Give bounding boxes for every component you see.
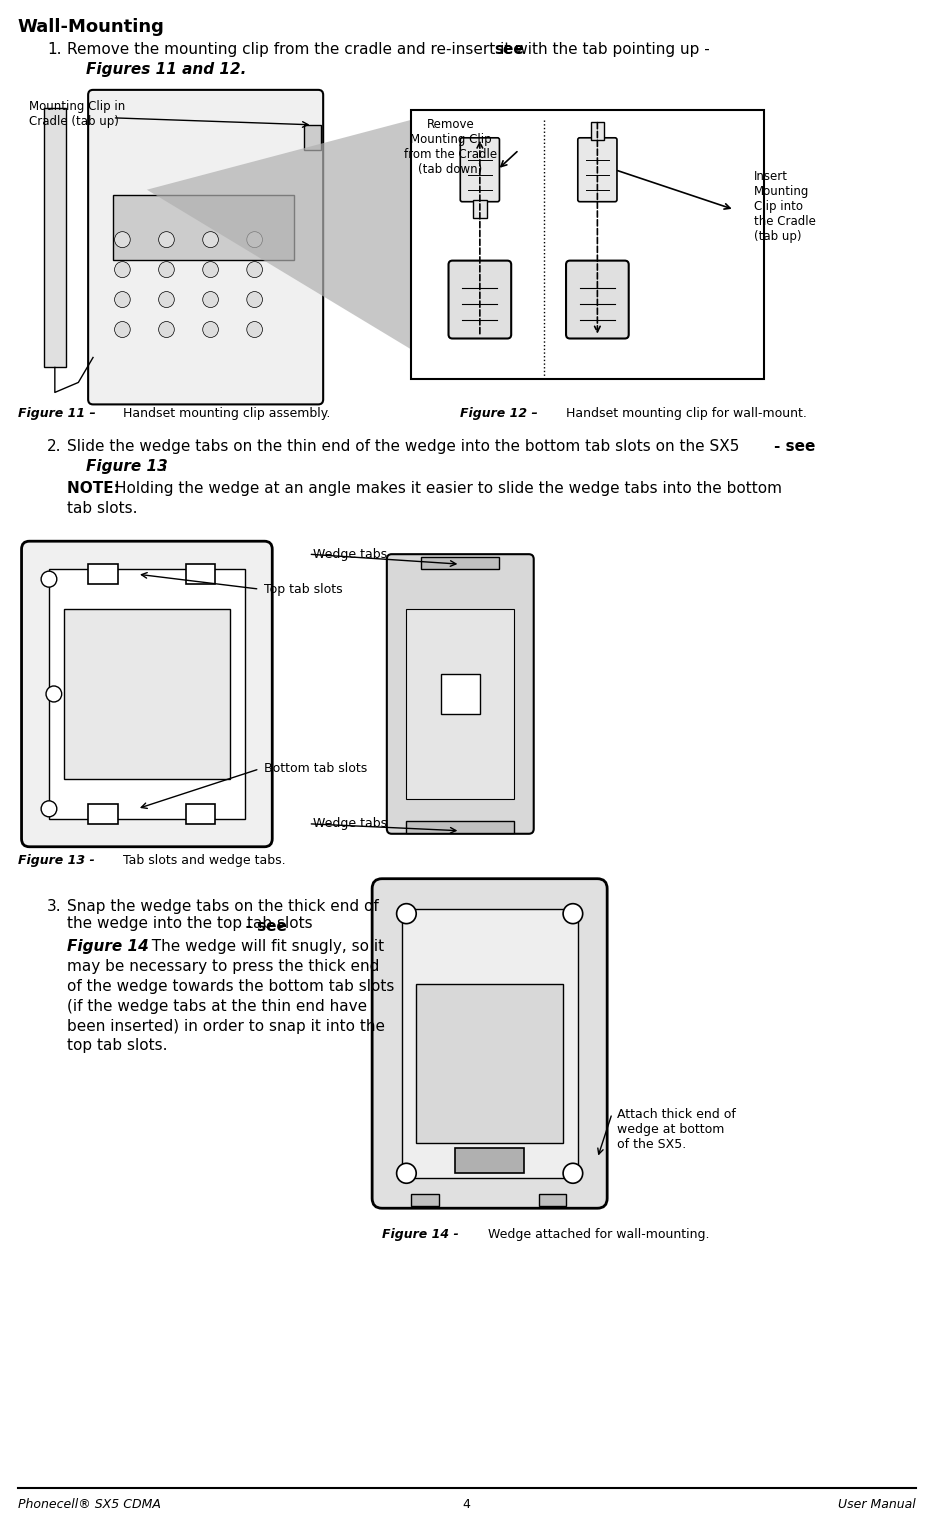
Text: 1.: 1. — [47, 42, 62, 58]
Text: 4: 4 — [462, 1497, 469, 1511]
Text: Figure 13: Figure 13 — [86, 459, 168, 474]
FancyBboxPatch shape — [460, 138, 499, 201]
Text: Mounting Clip in
Cradle (tab up): Mounting Clip in Cradle (tab up) — [30, 100, 126, 127]
Bar — [455, 1148, 524, 1173]
Circle shape — [203, 262, 218, 277]
Circle shape — [203, 321, 218, 338]
Bar — [401, 908, 577, 1178]
Bar — [411, 111, 764, 380]
Bar — [186, 804, 215, 824]
Text: Handset mounting clip for wall-mount.: Handset mounting clip for wall-mount. — [565, 407, 806, 421]
Text: . The wedge will fit snugly, so it: . The wedge will fit snugly, so it — [141, 939, 384, 954]
Text: Tab slots and wedge tabs.: Tab slots and wedge tabs. — [123, 854, 286, 866]
Bar — [17, 89, 380, 400]
Circle shape — [396, 904, 416, 924]
Bar — [64, 609, 229, 778]
Text: Wedge attached for wall-mounting.: Wedge attached for wall-mounting. — [487, 1228, 708, 1241]
Bar — [406, 821, 513, 833]
Circle shape — [158, 321, 174, 338]
Bar — [421, 557, 499, 569]
Text: Wedge tabs: Wedge tabs — [313, 818, 387, 830]
Text: - see: - see — [67, 919, 287, 934]
Circle shape — [247, 292, 262, 307]
Circle shape — [247, 262, 262, 277]
Circle shape — [46, 686, 62, 702]
Text: Slide the wedge tabs on the thin end of the wedge into the bottom tab slots on t: Slide the wedge tabs on the thin end of … — [67, 439, 744, 454]
Text: Figures 11 and 12.: Figures 11 and 12. — [86, 62, 247, 77]
Text: Insert
Mounting
Clip into
the Cradle
(tab up): Insert Mounting Clip into the Cradle (ta… — [753, 170, 815, 242]
FancyBboxPatch shape — [387, 554, 533, 834]
Text: Figure 14: Figure 14 — [67, 939, 149, 954]
Polygon shape — [147, 120, 411, 350]
Text: 3.: 3. — [47, 899, 62, 913]
Text: Snap the wedge tabs on the thick end of
the wedge into the top tab slots: Snap the wedge tabs on the thick end of … — [67, 899, 378, 931]
Bar — [112, 195, 293, 259]
Text: Figure 12 –: Figure 12 – — [460, 407, 542, 421]
Text: 2.: 2. — [47, 439, 62, 454]
Text: Figure 11 –: Figure 11 – — [17, 407, 100, 421]
Circle shape — [41, 571, 57, 587]
FancyBboxPatch shape — [88, 89, 323, 404]
Circle shape — [114, 262, 130, 277]
Circle shape — [563, 1163, 582, 1184]
Circle shape — [203, 232, 218, 248]
Text: Holding the wedge at an angle makes it easier to slide the wedge tabs into the b: Holding the wedge at an angle makes it e… — [115, 481, 782, 497]
Bar — [538, 1195, 565, 1207]
Circle shape — [158, 292, 174, 307]
FancyBboxPatch shape — [565, 260, 628, 339]
Text: been inserted) in order to snap it into the: been inserted) in order to snap it into … — [67, 1019, 385, 1034]
Text: Handset mounting clip assembly.: Handset mounting clip assembly. — [123, 407, 330, 421]
Text: - see: - see — [773, 439, 814, 454]
Text: tab slots.: tab slots. — [67, 501, 137, 516]
Circle shape — [563, 904, 582, 924]
Bar — [440, 674, 480, 715]
Circle shape — [41, 801, 57, 816]
Text: NOTE:: NOTE: — [67, 481, 125, 497]
Bar — [411, 1195, 438, 1207]
Bar — [88, 565, 117, 584]
Circle shape — [114, 292, 130, 307]
Text: Figure 13 -: Figure 13 - — [17, 854, 99, 866]
Text: Bottom tab slots: Bottom tab slots — [264, 763, 367, 775]
FancyBboxPatch shape — [577, 138, 616, 201]
Bar — [88, 804, 117, 824]
Text: Remove
Mounting Clip
from the Cradle
(tab down): Remove Mounting Clip from the Cradle (ta… — [404, 118, 497, 176]
FancyBboxPatch shape — [22, 540, 272, 846]
Bar — [406, 609, 513, 799]
Text: top tab slots.: top tab slots. — [67, 1039, 167, 1054]
Circle shape — [247, 321, 262, 338]
Text: Wall-Mounting: Wall-Mounting — [17, 18, 165, 36]
Circle shape — [158, 262, 174, 277]
Text: see: see — [494, 42, 524, 58]
Circle shape — [247, 232, 262, 248]
FancyBboxPatch shape — [371, 878, 606, 1208]
Polygon shape — [44, 107, 66, 368]
Text: of the wedge towards the bottom tab slots: of the wedge towards the bottom tab slot… — [67, 978, 393, 993]
Bar — [186, 565, 215, 584]
FancyBboxPatch shape — [448, 260, 510, 339]
Bar — [49, 569, 245, 819]
Circle shape — [114, 232, 130, 248]
Text: Top tab slots: Top tab slots — [264, 583, 343, 595]
Bar — [590, 121, 604, 139]
Circle shape — [396, 1163, 416, 1184]
Text: Phonecell® SX5 CDMA: Phonecell® SX5 CDMA — [17, 1497, 160, 1511]
Circle shape — [203, 292, 218, 307]
Text: may be necessary to press the thick end: may be necessary to press the thick end — [67, 958, 379, 974]
Bar — [304, 124, 321, 150]
Text: Attach thick end of
wedge at bottom
of the SX5.: Attach thick end of wedge at bottom of t… — [616, 1108, 735, 1151]
Text: .: . — [161, 459, 166, 474]
Text: Remove the mounting clip from the cradle and re-insert it with the tab pointing : Remove the mounting clip from the cradle… — [67, 42, 713, 58]
Circle shape — [114, 321, 130, 338]
Bar — [416, 984, 563, 1143]
Circle shape — [158, 232, 174, 248]
Text: (if the wedge tabs at the thin end have: (if the wedge tabs at the thin end have — [67, 999, 367, 1013]
Text: Figure 14 -: Figure 14 - — [382, 1228, 463, 1241]
Text: User Manual: User Manual — [837, 1497, 915, 1511]
Text: Wedge tabs: Wedge tabs — [313, 548, 387, 560]
Bar — [472, 200, 486, 218]
